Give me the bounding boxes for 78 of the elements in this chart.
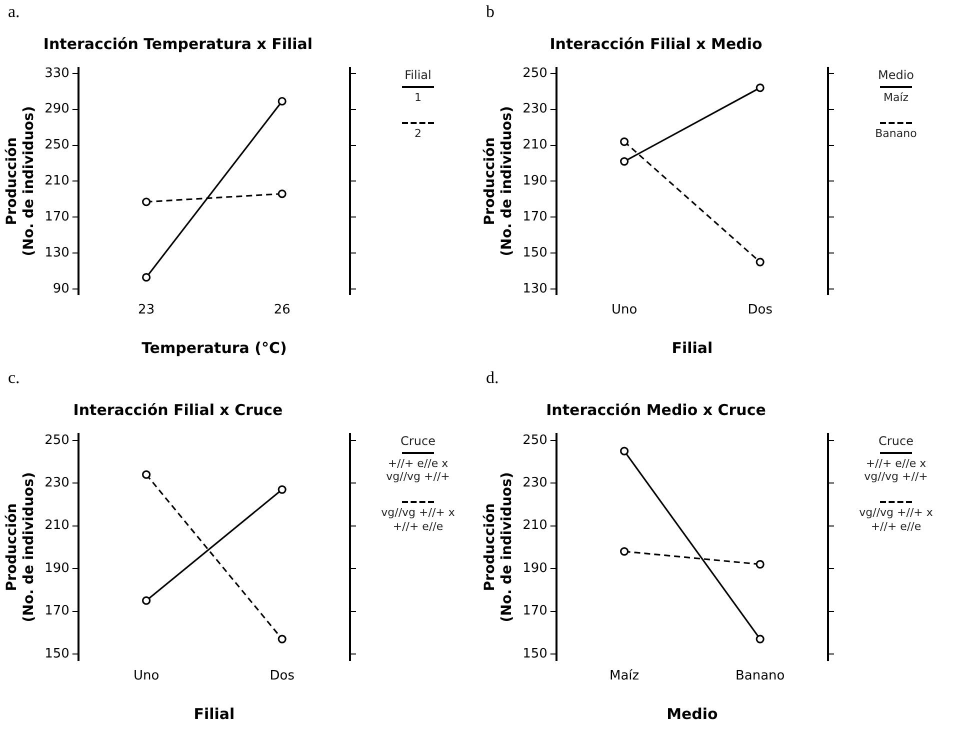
- x-axis-title: Medio: [666, 704, 718, 723]
- point: [620, 547, 629, 556]
- legend-label: +//+ e//e x vg//vg +//+: [863, 457, 929, 484]
- y-tick-label: 230: [522, 476, 548, 490]
- point: [756, 83, 764, 92]
- legend-label: 2: [414, 127, 422, 140]
- x-axis-title: Temperatura (°C): [142, 338, 287, 357]
- legend-title: Cruce: [400, 434, 436, 448]
- y-tick-label: 170: [522, 604, 548, 619]
- point: [620, 157, 629, 166]
- x-tick-label: Dos: [270, 668, 295, 684]
- text: d.: [486, 368, 499, 388]
- y-tick-label: 230: [522, 102, 548, 117]
- chart-title: Interacción Temperatura x Filial: [43, 34, 313, 53]
- x-tick-label: Maíz: [609, 668, 640, 684]
- chart-title: Interacción Filial x Medio: [550, 34, 762, 53]
- y-axis-title: Producción (No. de individuos): [482, 106, 515, 256]
- y-tick-label: 150: [44, 646, 70, 662]
- y-tick-label: 90: [52, 281, 70, 296]
- point: [142, 470, 151, 479]
- y-tick-label: 210: [44, 518, 70, 534]
- point: [142, 273, 151, 282]
- legend-label: +//+ e//e x vg//vg +//+: [385, 457, 451, 484]
- point: [278, 634, 286, 644]
- point: [278, 189, 286, 198]
- point: [756, 258, 764, 266]
- x-tick-label: Dos: [748, 302, 773, 318]
- legend-label: Banano: [874, 127, 918, 140]
- point: [142, 596, 151, 605]
- y-tick-label: 150: [522, 245, 548, 260]
- chart-title: Interacción Filial x Cruce: [73, 400, 283, 419]
- y-axis-title: Producción (No. de individuos): [4, 472, 37, 622]
- y-tick-label: 250: [44, 432, 70, 448]
- y-axis-title: Producción (No. de individuos): [482, 472, 515, 622]
- y-tick-label: 250: [522, 66, 548, 81]
- y-tick-label: 230: [44, 476, 70, 490]
- y-tick-label: 190: [522, 174, 548, 189]
- point: [278, 96, 286, 106]
- text: c.: [8, 368, 20, 388]
- chart-title: Interacción Medio x Cruce: [546, 400, 766, 419]
- point: [278, 485, 286, 494]
- x-axis-title: Filial: [672, 338, 713, 357]
- x-tick-label: Uno: [133, 668, 160, 684]
- y-axis-title: Producción (No. de individuos): [4, 106, 37, 256]
- point: [142, 198, 151, 206]
- legend-title: Medio: [876, 68, 916, 82]
- y-tick-label: 250: [522, 432, 548, 448]
- text: a.: [8, 2, 20, 22]
- y-tick-label: 330: [44, 66, 70, 81]
- point: [756, 560, 764, 569]
- y-tick-label: 170: [44, 604, 70, 619]
- y-tick-label: 170: [522, 210, 548, 225]
- y-tick-label: 190: [44, 560, 70, 576]
- legend-label: Maíz: [882, 91, 910, 104]
- point: [756, 634, 764, 644]
- y-tick-label: 210: [522, 518, 548, 534]
- y-tick-label: 130: [44, 245, 70, 260]
- x-tick-label: 23: [138, 302, 155, 318]
- y-tick-label: 130: [522, 281, 548, 296]
- legend-title: Filial: [404, 68, 432, 82]
- y-tick-label: 210: [44, 174, 70, 189]
- y-tick-label: 150: [522, 646, 548, 662]
- point: [620, 137, 629, 146]
- legend-label: vg//vg +//+ x +//+ e//e: [858, 506, 934, 533]
- point: [620, 446, 629, 456]
- y-tick-label: 250: [44, 138, 70, 153]
- text: b: [486, 2, 494, 22]
- legend-title: Cruce: [878, 434, 914, 448]
- x-tick-label: Banano: [735, 668, 785, 684]
- x-tick-label: Uno: [611, 302, 638, 318]
- legend-label: vg//vg +//+ x +//+ e//e: [380, 506, 456, 533]
- y-tick-label: 290: [44, 102, 70, 117]
- y-tick-label: 190: [522, 560, 548, 576]
- y-tick-label: 170: [44, 210, 70, 225]
- legend-label: 1: [414, 91, 422, 104]
- x-axis-title: Filial: [194, 704, 235, 723]
- y-tick-label: 210: [522, 138, 548, 153]
- x-tick-label: 26: [274, 302, 290, 318]
